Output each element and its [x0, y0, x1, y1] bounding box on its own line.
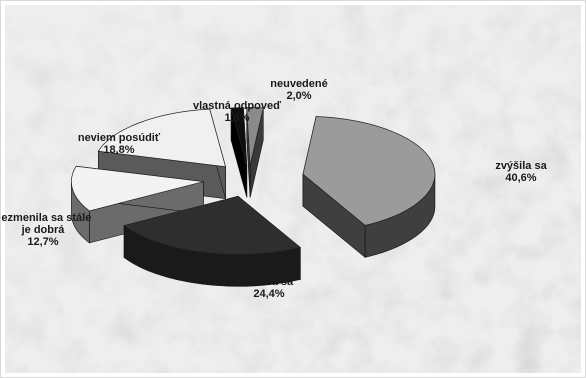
data-label-1: znížila sa 24,4%	[245, 276, 294, 300]
pie-labels: zvýšila sa 40,6% znížila sa 24,4% nezmenila …	[1, 78, 548, 300]
slice-3	[97, 108, 226, 168]
pie-tops	[71, 107, 436, 255]
slice-0	[302, 116, 436, 226]
data-label-3: neviem posúdiť 18,8%	[78, 132, 161, 156]
slice-2	[71, 165, 204, 212]
slice-5	[246, 107, 264, 166]
slice-1	[123, 195, 302, 255]
data-label-0: zvýšila sa 40,6%	[495, 160, 547, 184]
data-label-2: nezmenila sa stále je dobrá 12,7%	[1, 212, 91, 248]
data-label-4: vlastná odpoveď 1,5%	[193, 100, 281, 124]
plot-background	[5, 5, 581, 373]
slice-4	[230, 107, 248, 166]
data-label-5: neuvedené 2,0%	[270, 78, 327, 102]
